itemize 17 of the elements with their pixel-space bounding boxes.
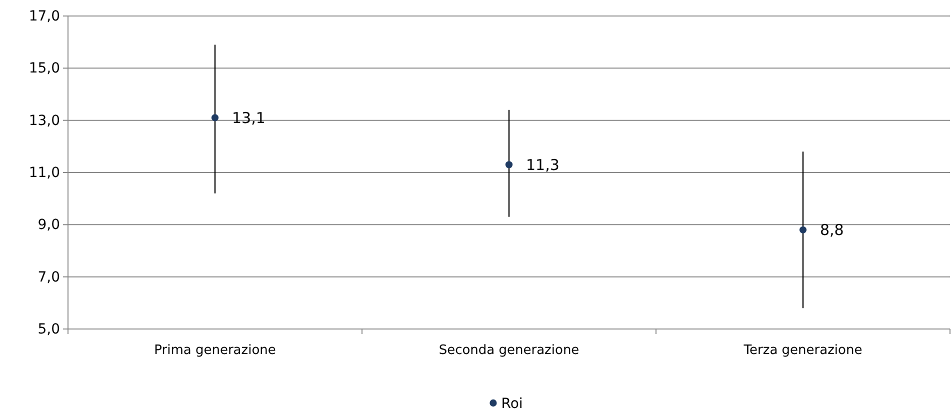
- x-tick-label: Prima generazione: [154, 343, 276, 358]
- data-label: 8,8: [820, 221, 844, 240]
- x-tick-label: Seconda generazione: [438, 343, 580, 358]
- y-tick-label: 5,0: [38, 321, 60, 338]
- y-tick-label: 7,0: [38, 269, 60, 286]
- y-tick-label: 17,0: [28, 8, 60, 24]
- legend-label: Roi: [501, 396, 523, 412]
- x-tick-label: Terza generazione: [742, 343, 862, 358]
- y-tick-label: 15,0: [28, 60, 60, 77]
- data-label: 13,1: [232, 108, 266, 127]
- point: [505, 161, 513, 168]
- y-tick-label: 13,0: [28, 112, 60, 129]
- y-tick-label: 11,0: [28, 164, 60, 181]
- y-tick-label: 9,0: [38, 217, 60, 234]
- point: [799, 226, 807, 234]
- point: [211, 114, 219, 122]
- data-label: 11,3: [526, 156, 560, 174]
